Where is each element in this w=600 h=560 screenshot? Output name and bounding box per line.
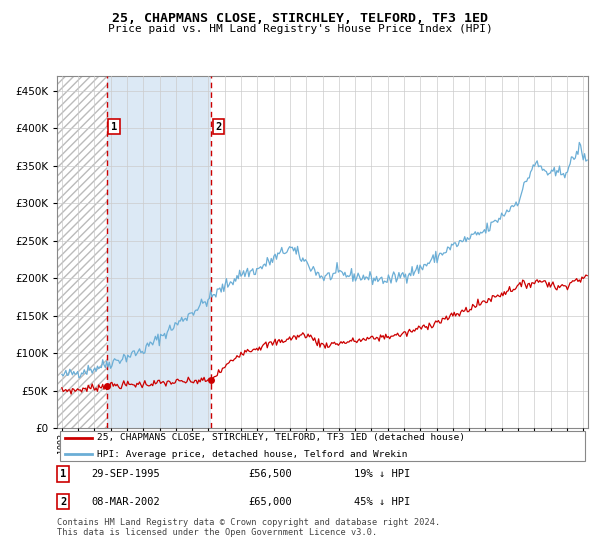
Bar: [107, 76, 211, 428]
Text: 1: 1: [111, 122, 117, 132]
Text: Contains HM Land Registry data © Crown copyright and database right 2024.
This d: Contains HM Land Registry data © Crown c…: [57, 518, 440, 538]
Text: £56,500: £56,500: [248, 469, 292, 479]
Text: 2: 2: [215, 122, 222, 132]
Text: 2: 2: [60, 497, 67, 507]
Text: HPI: Average price, detached house, Telford and Wrekin: HPI: Average price, detached house, Telf…: [97, 450, 407, 459]
Bar: [57, 76, 107, 428]
Text: Price paid vs. HM Land Registry's House Price Index (HPI): Price paid vs. HM Land Registry's House …: [107, 24, 493, 34]
Text: £65,000: £65,000: [248, 497, 292, 507]
FancyBboxPatch shape: [59, 431, 586, 461]
Text: 19% ↓ HPI: 19% ↓ HPI: [355, 469, 410, 479]
Text: 45% ↓ HPI: 45% ↓ HPI: [355, 497, 410, 507]
Text: 08-MAR-2002: 08-MAR-2002: [92, 497, 160, 507]
Text: 29-SEP-1995: 29-SEP-1995: [92, 469, 160, 479]
Text: 25, CHAPMANS CLOSE, STIRCHLEY, TELFORD, TF3 1ED: 25, CHAPMANS CLOSE, STIRCHLEY, TELFORD, …: [112, 12, 488, 25]
Text: 25, CHAPMANS CLOSE, STIRCHLEY, TELFORD, TF3 1ED (detached house): 25, CHAPMANS CLOSE, STIRCHLEY, TELFORD, …: [97, 433, 465, 442]
Text: 1: 1: [60, 469, 67, 479]
